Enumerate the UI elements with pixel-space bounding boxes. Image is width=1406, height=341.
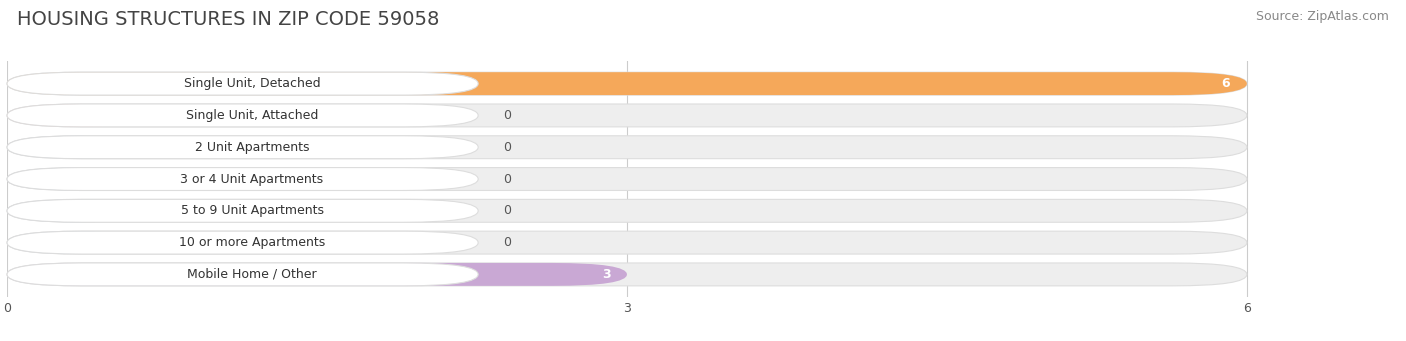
FancyBboxPatch shape (7, 199, 149, 222)
Text: Single Unit, Detached: Single Unit, Detached (184, 77, 321, 90)
FancyBboxPatch shape (7, 72, 1247, 95)
Text: 2 Unit Apartments: 2 Unit Apartments (195, 141, 309, 154)
FancyBboxPatch shape (7, 167, 149, 191)
Text: 0: 0 (503, 109, 510, 122)
FancyBboxPatch shape (7, 72, 1247, 95)
FancyBboxPatch shape (7, 231, 478, 254)
FancyBboxPatch shape (7, 104, 1247, 127)
FancyBboxPatch shape (7, 263, 1247, 286)
FancyBboxPatch shape (7, 136, 478, 159)
Text: Single Unit, Attached: Single Unit, Attached (186, 109, 318, 122)
FancyBboxPatch shape (7, 199, 1247, 222)
Text: Mobile Home / Other: Mobile Home / Other (187, 268, 316, 281)
Text: 10 or more Apartments: 10 or more Apartments (179, 236, 325, 249)
FancyBboxPatch shape (7, 199, 478, 222)
Text: 6: 6 (1222, 77, 1230, 90)
FancyBboxPatch shape (7, 136, 149, 159)
FancyBboxPatch shape (7, 104, 478, 127)
FancyBboxPatch shape (7, 231, 149, 254)
FancyBboxPatch shape (7, 167, 1247, 191)
Text: 5 to 9 Unit Apartments: 5 to 9 Unit Apartments (180, 204, 323, 217)
FancyBboxPatch shape (7, 136, 1247, 159)
FancyBboxPatch shape (7, 72, 478, 95)
Text: 3: 3 (602, 268, 610, 281)
Text: 0: 0 (503, 141, 510, 154)
Text: 0: 0 (503, 236, 510, 249)
Text: 3 or 4 Unit Apartments: 3 or 4 Unit Apartments (180, 173, 323, 186)
Text: 0: 0 (503, 173, 510, 186)
Text: HOUSING STRUCTURES IN ZIP CODE 59058: HOUSING STRUCTURES IN ZIP CODE 59058 (17, 10, 439, 29)
Text: Source: ZipAtlas.com: Source: ZipAtlas.com (1256, 10, 1389, 23)
FancyBboxPatch shape (7, 167, 478, 191)
FancyBboxPatch shape (7, 104, 149, 127)
FancyBboxPatch shape (7, 263, 478, 286)
FancyBboxPatch shape (7, 231, 1247, 254)
FancyBboxPatch shape (7, 263, 627, 286)
Text: 0: 0 (503, 204, 510, 217)
